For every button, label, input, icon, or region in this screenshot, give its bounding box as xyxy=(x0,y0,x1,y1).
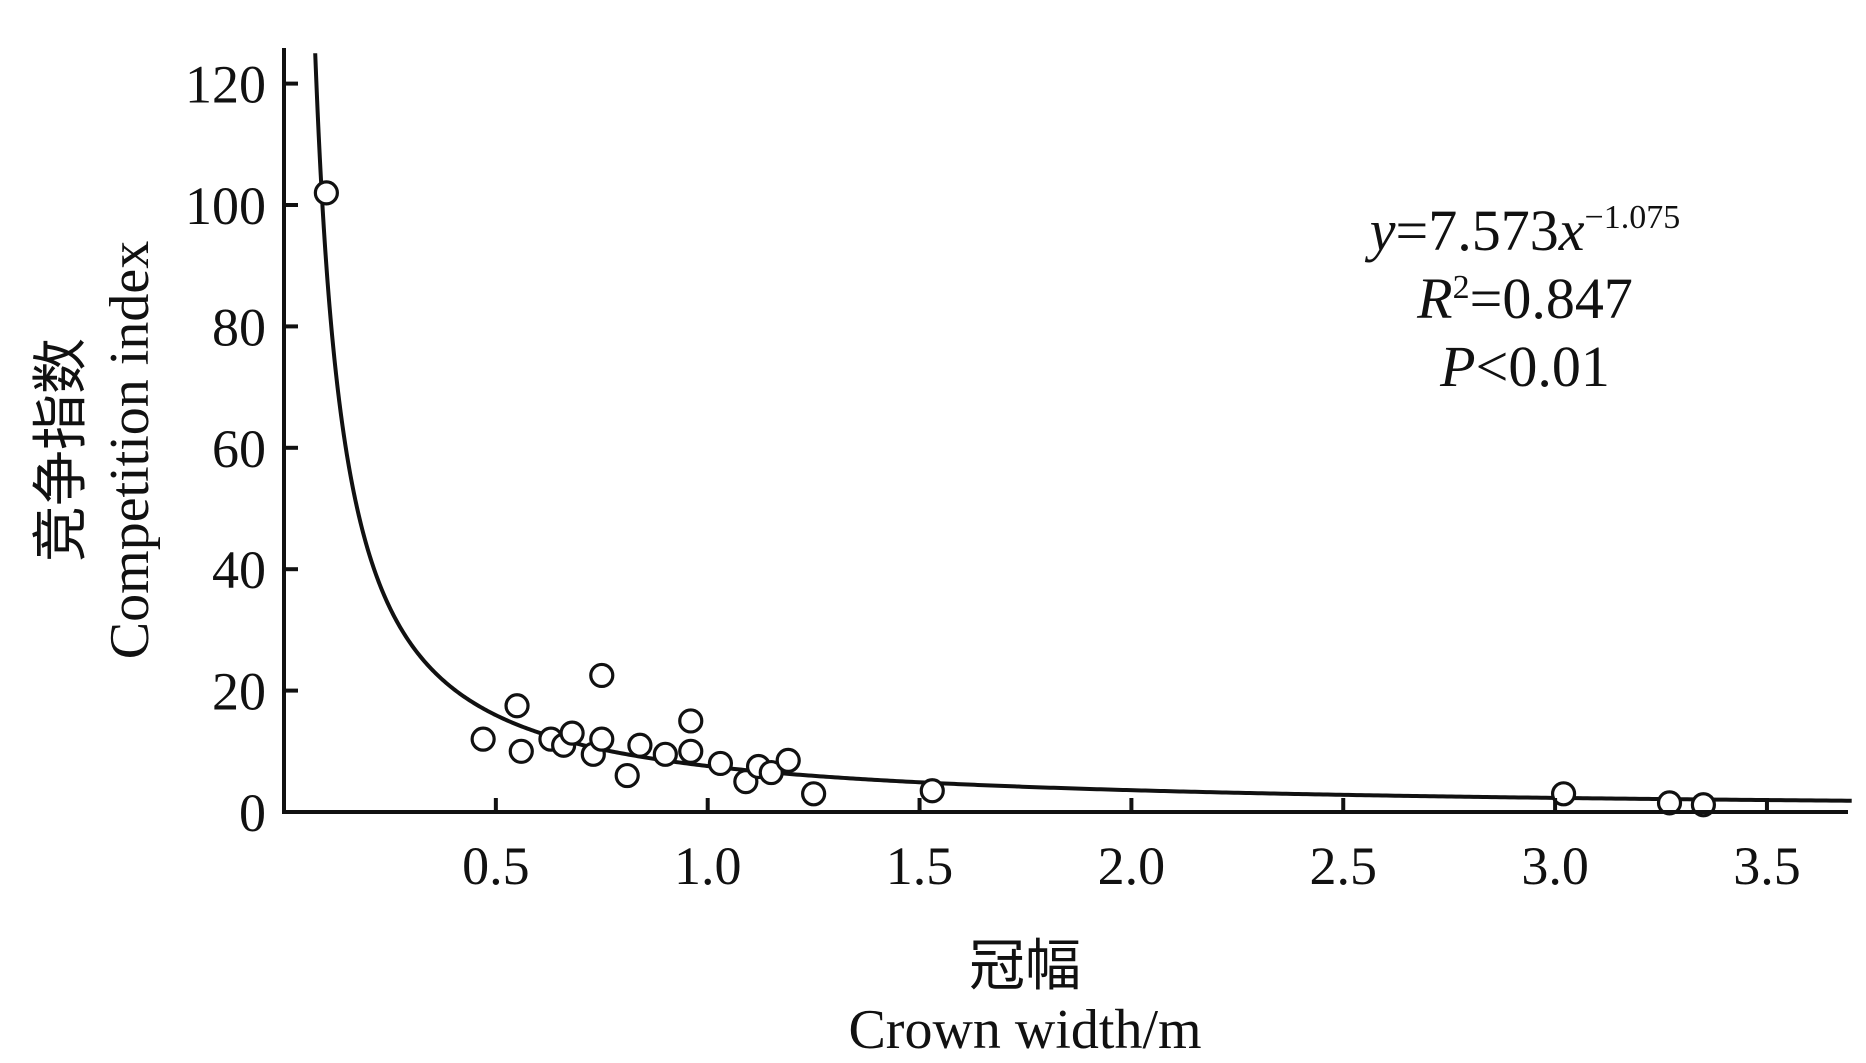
x-tick-label: 0.5 xyxy=(462,836,530,896)
y-tick-label: 100 xyxy=(185,176,266,236)
equation-annotation: y=7.573x−1.075 xyxy=(1365,198,1680,263)
r2-annotation: R2=0.847 xyxy=(1416,266,1633,331)
data-point xyxy=(1550,781,1577,807)
data-point xyxy=(707,750,734,777)
equation-coefficient: =7.573 xyxy=(1396,198,1559,263)
y-tick-label: 40 xyxy=(212,540,266,600)
y-axis-title-en: Competition index xyxy=(99,241,161,659)
equation-y-var: y xyxy=(1365,198,1396,263)
fit-curve-group xyxy=(313,53,1852,803)
equation-x-var: x xyxy=(1558,198,1585,263)
data-point xyxy=(313,180,339,206)
x-tick-label: 1.5 xyxy=(886,836,954,896)
data-point xyxy=(678,708,704,734)
y-tick-label: 80 xyxy=(212,297,266,357)
data-point xyxy=(758,759,784,786)
data-point xyxy=(589,662,615,689)
x-axis-title-cn: 冠幅 xyxy=(969,936,1081,998)
data-point xyxy=(627,732,653,758)
x-axis-title-en: Crown width/m xyxy=(848,999,1201,1061)
data-point xyxy=(678,738,704,764)
equation-exponent: −1.075 xyxy=(1585,199,1681,236)
p-value: <0.01 xyxy=(1476,334,1610,399)
r2-value: =0.847 xyxy=(1470,266,1633,331)
data-point xyxy=(919,778,945,804)
y-tick-label: 0 xyxy=(239,783,266,843)
r2-sup: 2 xyxy=(1453,269,1470,306)
x-ticks-group: 0.5 1.0 1.5 2.0 2.5 3.0 3.5 xyxy=(462,798,1801,896)
x-tick-label: 3.5 xyxy=(1733,836,1801,896)
y-tick-label: 120 xyxy=(185,55,266,115)
data-point xyxy=(559,720,585,746)
data-point xyxy=(652,741,678,767)
p-annotation: P<0.01 xyxy=(1439,334,1610,399)
x-tick-label: 1.0 xyxy=(674,836,742,896)
y-axis-title-cn: 竞争指数 xyxy=(31,338,93,562)
x-tick-label: 2.0 xyxy=(1098,836,1166,896)
data-point xyxy=(589,726,615,752)
y-tick-label: 60 xyxy=(212,419,266,479)
y-ticks-group: 0 20 40 60 80 100 120 xyxy=(185,55,298,843)
data-point xyxy=(470,726,496,752)
data-point xyxy=(801,781,827,807)
p-var: P xyxy=(1439,334,1475,399)
y-tick-label: 20 xyxy=(212,662,266,722)
points-group xyxy=(313,180,1716,818)
r2-var: R xyxy=(1416,266,1452,331)
data-point xyxy=(504,693,530,719)
x-tick-label: 3.0 xyxy=(1521,836,1589,896)
data-point xyxy=(614,762,640,789)
data-point xyxy=(508,738,534,764)
x-tick-label: 2.5 xyxy=(1310,836,1378,896)
data-point xyxy=(775,747,801,774)
fit-curve-line xyxy=(313,53,1852,803)
axes-group xyxy=(282,48,1848,814)
